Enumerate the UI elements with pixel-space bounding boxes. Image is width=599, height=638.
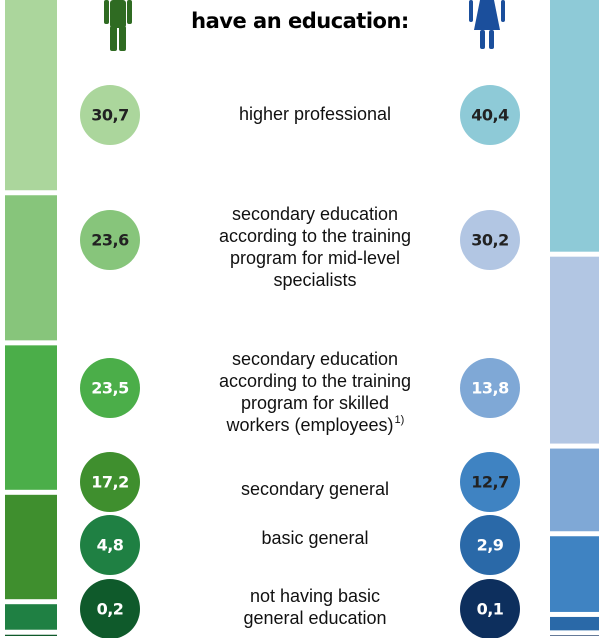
bar-segment [5,195,57,341]
bar-segment [5,494,57,600]
category-label: higher professional [239,104,391,124]
value-circle [460,358,520,418]
value-label: 23,5 [91,379,129,398]
value-label: 30,7 [91,106,128,125]
bar-segment [550,448,599,532]
bar-segment [5,345,57,490]
value-circle [80,85,140,145]
value-circle [460,515,520,575]
footnote-mark: 1) [395,414,405,426]
bar-segment [5,634,57,636]
value-circle [80,515,140,575]
value-label: 13,8 [471,379,509,398]
category-label: according to the training [219,226,411,246]
value-circle [460,579,520,638]
value-label: 23,6 [91,231,129,250]
value-label: 17,2 [91,473,128,492]
value-label: 40,4 [471,106,509,125]
value-circle [80,452,140,512]
category-label: workers (employees) [225,415,393,435]
woman-icon [469,0,505,49]
value-circle [80,210,140,270]
value-label: 0,1 [477,600,504,619]
bar-segment [550,616,599,631]
value-label: 0,2 [97,600,124,619]
value-label: 2,9 [477,536,504,555]
bar-segment [550,536,599,612]
category-label: not having basic [250,586,380,606]
category-label: secondary education [232,349,398,369]
value-circle [460,210,520,270]
category-label: secondary education [232,204,398,224]
bar-segment [550,256,599,444]
bar-segment [550,635,599,636]
bar-segment [550,0,599,252]
category-label: basic general [261,528,368,548]
value-circle [460,85,520,145]
value-circle [80,579,140,638]
category-label: according to the training [219,371,411,391]
value-circle [80,358,140,418]
value-label: 12,7 [471,473,508,492]
category-label: program for skilled [241,393,389,413]
category-label: general education [243,608,386,628]
value-label: 4,8 [97,536,124,555]
category-label: program for mid-level [230,248,400,268]
value-label: 30,2 [471,231,508,250]
bar-segment [5,604,57,630]
value-circle [460,452,520,512]
category-label: secondary general [241,479,389,499]
man-icon [104,0,132,51]
category-label: specialists [273,270,356,290]
bar-segment [5,0,57,191]
title: have an education: [191,9,409,33]
